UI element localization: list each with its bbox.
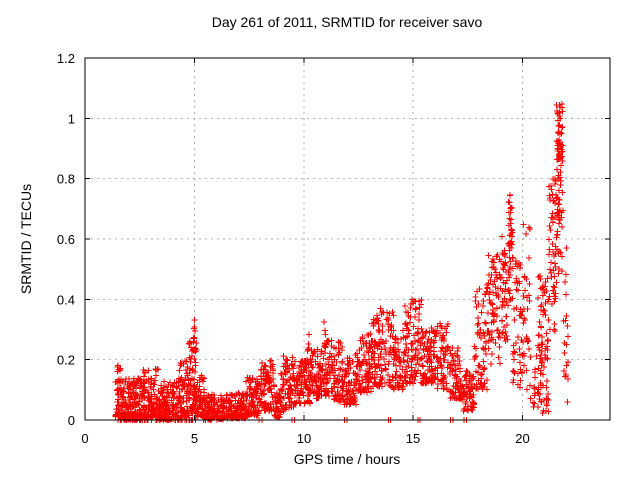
x-tick-label: 0	[81, 431, 88, 446]
y-tick-label: 0.2	[57, 353, 75, 368]
x-tick-label: 5	[191, 431, 198, 446]
x-tick-label: 20	[515, 431, 529, 446]
y-tick-label: 0	[68, 413, 75, 428]
y-tick-label: 0.8	[57, 172, 75, 187]
data-points	[112, 101, 571, 423]
x-tick-label: 10	[297, 431, 311, 446]
x-tick-label: 15	[406, 431, 420, 446]
y-tick-label: 0.6	[57, 232, 75, 247]
chart-title: Day 261 of 2011, SRMTID for receiver sav…	[211, 14, 483, 30]
x-axis-label: GPS time / hours	[293, 451, 401, 467]
tick-labels: 0 5 10 15 20 0 0.2 0.4 0.6 0.8 1 1.2	[57, 51, 530, 446]
y-tick-label: 0.4	[57, 293, 75, 308]
y-tick-label: 1.2	[57, 51, 75, 66]
y-tick-label: 1	[68, 112, 75, 127]
plot-border	[84, 57, 611, 421]
